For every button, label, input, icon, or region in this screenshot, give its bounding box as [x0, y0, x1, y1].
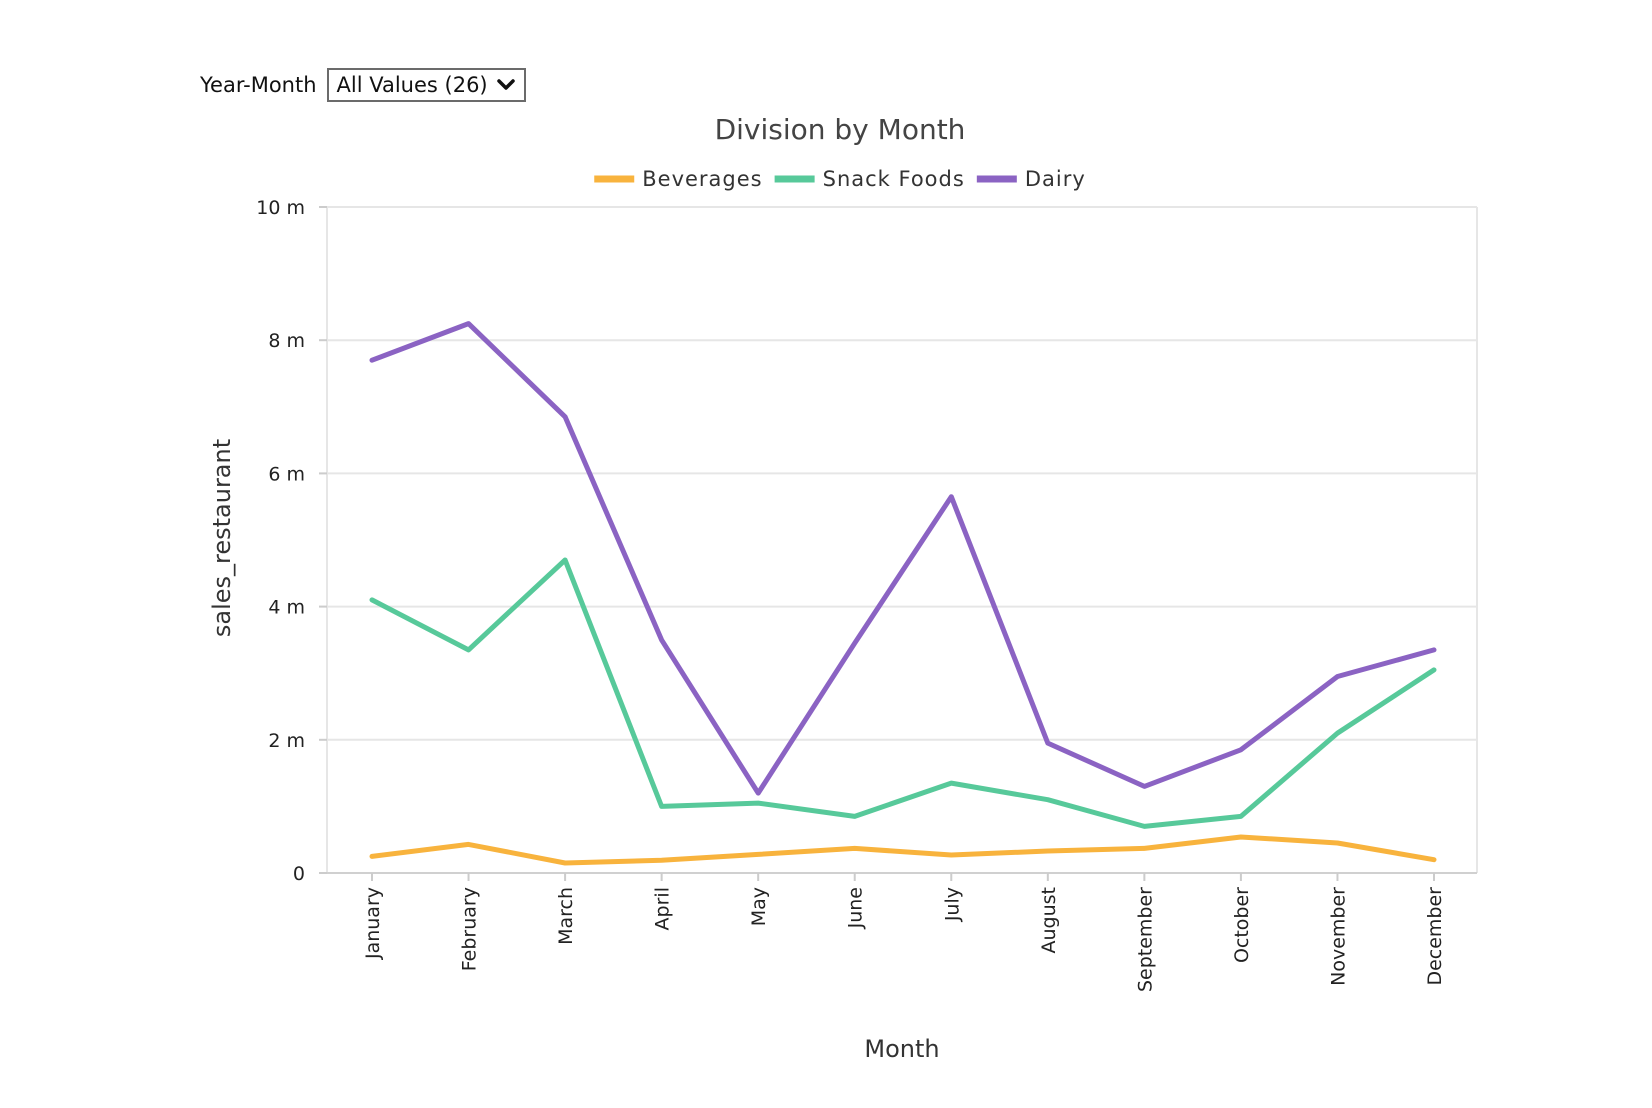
legend-label: Beverages [642, 167, 762, 191]
filter-selected-value: All Values (26) [336, 73, 488, 97]
series-line-snack-foods [369, 557, 1437, 829]
y-axis-ticks: 0 2 m 4 m 6 m 8 m 10 m [256, 197, 327, 885]
y-tick-label: 4 m [268, 597, 305, 619]
x-axis-title: Month [864, 1035, 939, 1063]
x-tick-label: December [1424, 887, 1446, 986]
x-tick-label: September [1134, 887, 1156, 992]
plot-frame [326, 207, 1478, 874]
x-tick-label: May [748, 887, 770, 926]
x-tick-label: February [459, 887, 481, 971]
y-axis-title: sales_restaurant [208, 439, 236, 637]
filter-label: Year-Month [200, 73, 317, 97]
legend-label: Snack Foods [823, 167, 965, 191]
year-month-select[interactable]: All Values (26) [326, 68, 526, 102]
x-tick-label: July [941, 887, 963, 922]
year-month-filter: Year-Month All Values (26) [200, 68, 526, 102]
legend-label: Dairy [1025, 167, 1086, 191]
y-tick-label: 0 [293, 863, 305, 885]
chart-gridlines [327, 206, 1477, 741]
x-tick-label: January [362, 887, 384, 960]
chart-legend: Beverages Snack Foods Dairy [594, 167, 1086, 191]
legend-item[interactable]: Snack Foods [774, 167, 965, 191]
series-line-beverages [369, 834, 1437, 866]
y-tick-label: 2 m [268, 730, 305, 752]
x-tick-label: April [652, 887, 674, 930]
legend-item[interactable]: Dairy [976, 167, 1086, 191]
legend-item[interactable]: Beverages [594, 167, 762, 191]
chart-title: Division by Month [715, 113, 966, 146]
x-axis-ticks: January February March April May June July Augu… [362, 873, 1446, 992]
series-lines [369, 321, 1437, 866]
x-tick-label: March [555, 887, 577, 945]
y-tick-label: 6 m [268, 463, 305, 485]
x-tick-label: June [845, 887, 867, 929]
y-tick-label: 8 m [268, 330, 305, 352]
x-tick-label: November [1327, 887, 1349, 986]
y-tick-label: 10 m [256, 197, 305, 219]
series-line-dairy [369, 321, 1437, 796]
chevron-down-icon [496, 79, 515, 90]
x-tick-label: August [1038, 887, 1060, 954]
x-tick-label: October [1231, 887, 1253, 963]
